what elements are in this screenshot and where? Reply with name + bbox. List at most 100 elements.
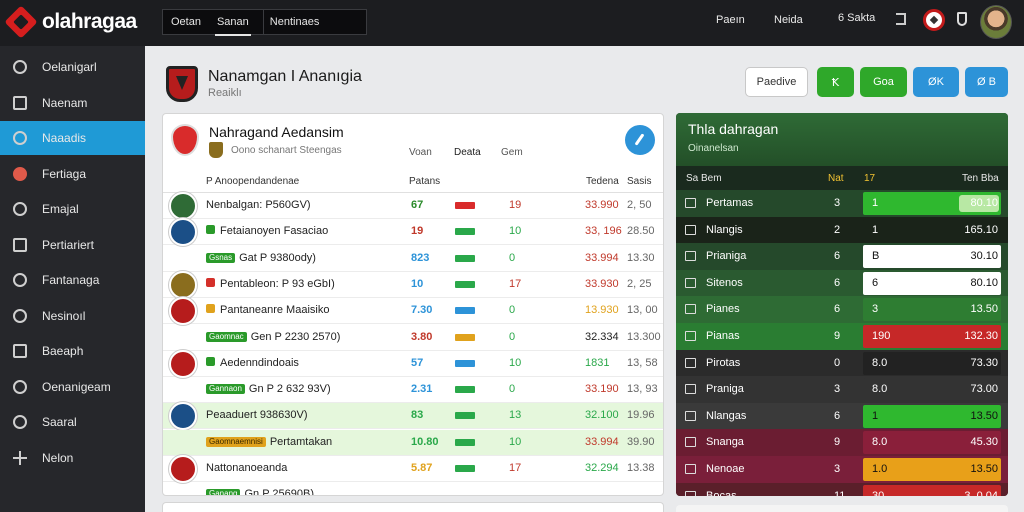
chart-icon <box>13 95 27 110</box>
standings-name: Pirotas <box>706 356 741 369</box>
predict-button[interactable]: Paedive <box>745 67 808 97</box>
square-marker-icon <box>206 304 215 314</box>
top-tab-2[interactable]: Sanan <box>209 10 257 36</box>
sidebar-item[interactable]: Baeaph <box>0 334 145 368</box>
team-icon <box>685 464 696 474</box>
standings-row[interactable]: Praniga 3 8.0 73.00 <box>676 376 1008 404</box>
table-row[interactable]: Gaomnac Gen P 2230 2570) 3.80 0 32.334 13.300 <box>163 325 663 351</box>
row-value-v4: 13, 93 <box>627 383 658 396</box>
top-tab-1[interactable]: Oetan <box>171 16 201 28</box>
sidebar-item-label: Nesinoıl <box>42 308 86 323</box>
sidebar-item[interactable]: Naenam <box>0 86 145 120</box>
sidebar-item[interactable]: Pertiariert <box>0 228 145 262</box>
row-value-v1: 83 <box>411 409 424 422</box>
standings-name: Nlangis <box>706 223 743 236</box>
row-name: Fetaianoyen Fasaciao <box>206 225 328 237</box>
user-label[interactable]: 6 Sakta <box>838 12 876 24</box>
b-button[interactable]: Ø B <box>965 67 1008 97</box>
team-icon <box>685 410 696 421</box>
sidebar-item[interactable]: Fantanaga <box>0 263 145 297</box>
top-link-2[interactable]: Neida <box>774 14 803 26</box>
standings-row[interactable]: Nlangas 6 1 13.50 <box>676 402 1008 430</box>
status-badge: Gaomnac <box>206 331 247 342</box>
card-tab-3[interactable]: Gem <box>501 147 523 158</box>
bracket-icon[interactable] <box>896 13 906 25</box>
table-row[interactable]: Pantaneanre Maaisiko 7.30 0 13.930 13, 00 <box>163 298 663 325</box>
sidebar-item[interactable]: Nesinoıl <box>0 299 145 333</box>
card-tab-2[interactable]: Deata <box>454 147 481 158</box>
row-bar-icon <box>455 333 475 341</box>
standings-n2: 1 <box>872 197 879 209</box>
standings-name: Sitenos <box>706 276 743 289</box>
standings-row[interactable]: Pianas 9 190 132.30 <box>676 323 1008 350</box>
standings-name: Pianas <box>706 330 740 342</box>
panel-col-total: Ten Bba <box>962 173 999 184</box>
table-row[interactable]: Aedenndindoais 57 10 1831 13, 58 <box>163 351 663 377</box>
row-value-v4: 13.30 <box>627 251 655 264</box>
sidebar-item-label: Emajal <box>42 202 79 216</box>
top-link-1[interactable]: Paeın <box>716 14 745 26</box>
standings-row[interactable]: Pertamas 3 1 80.10 <box>676 190 1008 217</box>
table-row[interactable]: Pentableon: P 93 eGbI) 10 17 33.930 2, 25 <box>163 272 663 298</box>
standings-row[interactable]: Pirotas 0 8.0 73.30 <box>676 349 1008 377</box>
table-row[interactable]: Gsnas Gat P 9380ody) 823 0 33.994 13.30 <box>163 246 663 272</box>
row-value-v3: 33.190 <box>585 383 619 396</box>
sidebar-item[interactable]: Oelanigarl <box>0 50 145 84</box>
score-cell <box>863 298 1001 322</box>
sidebar-item[interactable]: Naaadis <box>0 121 145 155</box>
standings-n1: 9 <box>834 436 841 449</box>
table-row[interactable]: Fetaianoyen Fasaciao 19 10 33, 196 28.50 <box>163 219 663 246</box>
card-tab-1[interactable]: Voan <box>409 147 432 158</box>
table-row[interactable]: Gaomnaemnisi Pertamtakan 10.80 10 33.994 39.9… <box>163 429 663 456</box>
page-title: Nanamgan I Ananıgia <box>208 68 362 85</box>
star-button[interactable]: Ꝁ <box>817 67 854 97</box>
row-value-v2: 0 <box>509 330 516 343</box>
edit-icon[interactable] <box>625 125 655 155</box>
sidebar-item[interactable]: Oenanigeam <box>0 370 145 404</box>
row-value-v3: 33.994 <box>585 435 619 448</box>
score-cell <box>863 458 1001 481</box>
standings-row[interactable]: Bocas 11 30 3, 0.04 <box>676 482 1008 496</box>
app-logo[interactable]: olahragaa <box>4 5 137 39</box>
status-badge: Gsnas <box>206 252 236 263</box>
top-tab-3[interactable]: Nentinaes <box>262 10 328 34</box>
table-row[interactable]: Gannaon Gn P 2 632 93V) 2.31 0 33.190 13, 93 <box>163 377 663 404</box>
sidebar-item-label: Oenanigeam <box>42 379 111 394</box>
sidebar-item[interactable]: Emajal <box>0 192 145 226</box>
sidebar-item[interactable]: Saaral <box>0 405 145 439</box>
panel-col-played: Nat <box>828 173 844 184</box>
sidebar-item[interactable]: Fertiaga <box>0 157 145 191</box>
standings-row[interactable]: Snanga 9 8.0 45.30 <box>676 429 1008 457</box>
ok-button[interactable]: ØK <box>913 67 959 97</box>
top-bar: olahragaa Oetan Sanan Nentinaes Paeın Ne… <box>0 0 1024 46</box>
table-row[interactable]: Nenbalgan: P560GV) 67 19 33.990 2, 50 <box>163 193 663 219</box>
table-row[interactable]: Nattonanoeanda 5.87 17 32.294 13.38 <box>163 456 663 482</box>
col-head-name: P Anoopendandenae <box>206 176 300 187</box>
standings-row[interactable]: Prianiga 6 B 30.10 <box>676 243 1008 271</box>
standings-row[interactable]: Sitenos 6 6 80.10 <box>676 269 1008 297</box>
standings-n3: 30.10 <box>970 250 998 263</box>
score-cell <box>863 325 1001 348</box>
row-value-v2: 13 <box>509 409 522 422</box>
standings-row[interactable]: Nlangis 2 1 165.10 <box>676 216 1008 244</box>
circle-icon <box>13 60 27 74</box>
row-value-v3: 32.100 <box>585 409 619 422</box>
standings-n1: 11 <box>834 489 846 496</box>
mascot-icon <box>169 297 197 326</box>
row-value-v1: 5.87 <box>411 462 433 474</box>
avatar[interactable] <box>980 5 1012 39</box>
sidebar-item[interactable]: Nelon <box>0 441 145 475</box>
go-button[interactable]: Goa <box>860 67 907 97</box>
standings-row[interactable]: Nenoae 3 1.0 13.50 <box>676 456 1008 483</box>
row-value-v4: 13, 58 <box>627 356 658 369</box>
standings-n3: 165.10 <box>964 223 998 236</box>
shield-icon[interactable] <box>957 12 967 26</box>
match-card: Nahragand Aedansim Oono schanart Steenga… <box>162 113 664 496</box>
table-row[interactable]: Ganang Gn P 25690B) <box>163 482 663 495</box>
team-icon <box>685 331 696 341</box>
score-cell <box>863 378 1001 402</box>
table-row[interactable]: Peaaduert 938630V) 83 13 32.100 19.96 <box>163 403 663 430</box>
standings-n3: 80.10 <box>970 197 998 209</box>
club-badge-icon[interactable] <box>923 9 945 31</box>
standings-row[interactable]: Pianes 6 3 13.50 <box>676 296 1008 324</box>
